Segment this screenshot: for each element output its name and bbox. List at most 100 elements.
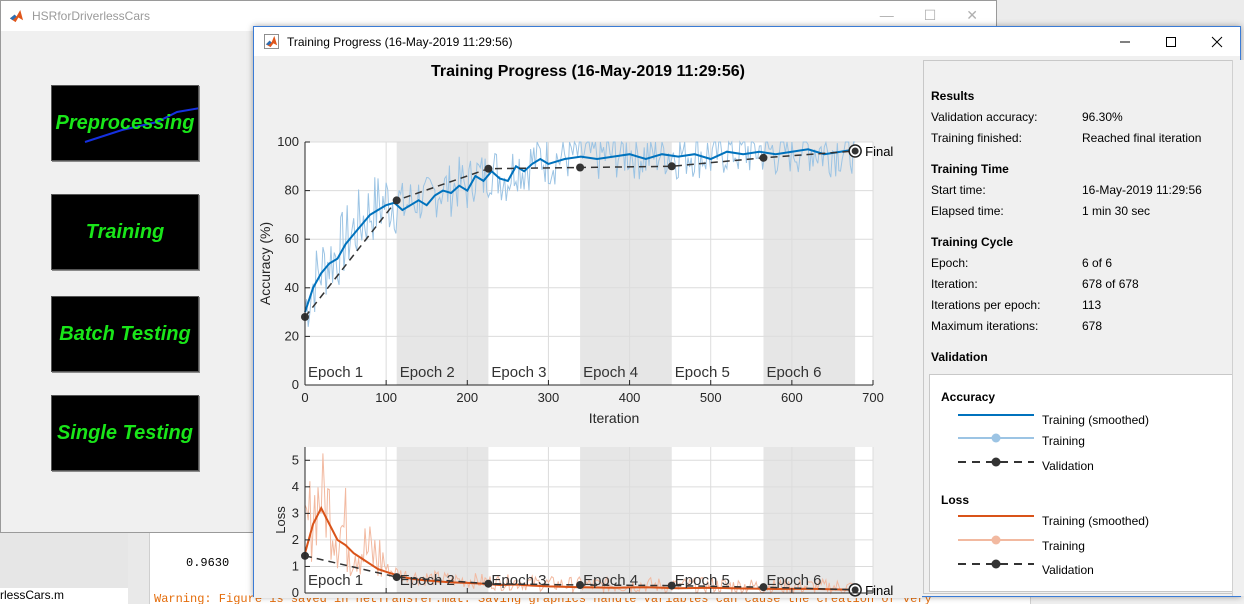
acc-epoch-label: Epoch 2: [400, 364, 455, 381]
training-window-title: Training Progress (16-May-2019 11:29:56): [287, 34, 513, 49]
acc-epoch-label: Epoch 1: [308, 364, 363, 381]
legend-acc-training-label: Training: [1042, 434, 1085, 448]
start-time-label: Start time:: [931, 183, 986, 197]
training-button[interactable]: Training: [51, 194, 199, 270]
acc-epoch-shade: [396, 142, 489, 385]
loss-y-tick-label: 4: [292, 479, 299, 494]
legend-loss-validation-line: [958, 559, 1034, 569]
training-finished-label: Training finished:: [931, 131, 1022, 145]
acc-y-axis-label: Accuracy (%): [257, 222, 273, 305]
acc-y-tick-label: 0: [292, 377, 299, 392]
minimize-icon[interactable]: —: [879, 7, 894, 23]
acc-smoothed-line: [304, 148, 856, 313]
elapsed-time-label: Elapsed time:: [931, 204, 1004, 218]
loss-epoch-shade: [763, 447, 856, 593]
minimize-icon: [1120, 41, 1130, 42]
training-finished-value: Reached final iteration: [1082, 131, 1202, 145]
loss-final-label: Final: [865, 583, 893, 598]
acc-epoch-shade: [580, 142, 672, 385]
current-file-name[interactable]: rlessCars.m: [0, 588, 128, 604]
acc-y-tick-label: 100: [277, 134, 299, 149]
maximum-iterations-value: 678: [1082, 319, 1103, 333]
acc-validation-point: [392, 196, 401, 205]
loss-y-axis-label: Loss: [273, 506, 288, 534]
close-button[interactable]: [1194, 27, 1240, 56]
preprocessing-button[interactable]: Preprocessing: [51, 85, 199, 161]
legend-loss-smoothed-line: [958, 515, 1034, 517]
single-testing-button[interactable]: Single Testing: [51, 395, 199, 471]
acc-x-tick-label: 300: [538, 390, 560, 405]
loss-epoch-label: Epoch 6: [766, 572, 821, 589]
loss-y-tick-label: 1: [292, 558, 299, 573]
training-charts: Final Epoch 1 Epoch 2 Epoch 3 Epoch 4 Epoch 5…: [257, 134, 893, 598]
legend-acc-smoothed-label: Training (smoothed): [1042, 413, 1149, 427]
loss-y-tick-label: 3: [292, 505, 299, 520]
scrollbar[interactable]: [1232, 60, 1244, 596]
acc-epoch-label: Epoch 3: [491, 364, 546, 381]
legend-loss-heading: Loss: [941, 493, 970, 507]
loss-validation-point: [392, 573, 401, 582]
training-cycle-heading: Training Cycle: [931, 235, 1014, 249]
acc-x-tick-label: 200: [456, 390, 478, 405]
acc-x-tick-label: 0: [301, 390, 308, 405]
loss-epoch-label: Epoch 1: [308, 572, 363, 589]
app-title: HSRforDriverlessCars: [32, 9, 151, 23]
acc-epoch-shade: [763, 142, 856, 385]
legend-loss-smoothed-label: Training (smoothed): [1042, 514, 1149, 528]
legend-acc-smoothed-line: [958, 414, 1034, 416]
acc-x-axis-label: Iteration: [589, 410, 640, 426]
acc-validation-point: [576, 163, 585, 172]
single-testing-label: Single Testing: [57, 421, 193, 444]
legend-loss-training-label: Training: [1042, 539, 1085, 553]
loss-validation-point: [484, 579, 493, 588]
matlab-icon: [264, 34, 279, 49]
acc-final-point: [851, 147, 859, 155]
acc-y-tick-label: 20: [285, 328, 299, 343]
start-time-value: 16-May-2019 11:29:56: [1082, 183, 1202, 197]
info-panel: Results Validation accuracy: 96.30% Trai…: [923, 60, 1237, 594]
acc-y-tick-label: 60: [285, 231, 299, 246]
acc-validation-point: [667, 162, 676, 171]
loss-y-tick-label: 0: [292, 585, 299, 598]
elapsed-time-value: 1 min 30 sec: [1082, 204, 1151, 218]
loss-final-point: [851, 586, 859, 594]
loss-validation-point: [667, 581, 676, 590]
iterations-per-epoch-label: Iterations per epoch:: [931, 298, 1041, 312]
iteration-label: Iteration:: [931, 277, 978, 291]
loss-epoch-label: Epoch 2: [400, 572, 455, 589]
acc-x-tick-label: 700: [862, 390, 884, 405]
iterations-per-epoch-value: 113: [1082, 298, 1102, 312]
legend-loss-training-line: [958, 535, 1034, 545]
legend-accuracy-heading: Accuracy: [941, 390, 996, 404]
loss-epoch-shade: [396, 447, 489, 593]
app-window-controls: — ☐ ✕: [880, 7, 978, 24]
acc-y-tick-label: 40: [285, 280, 299, 295]
acc-y-tick-label: 80: [285, 183, 299, 198]
legend-loss-validation-label: Validation: [1042, 563, 1094, 577]
training-window-controls: [1102, 27, 1240, 56]
validation-accuracy-value: 96.30%: [1082, 110, 1123, 124]
loss-epoch-shade: [580, 447, 672, 593]
acc-x-tick-label: 100: [375, 390, 397, 405]
minimize-button[interactable]: [1102, 27, 1148, 56]
loss-smoothed-line: [304, 505, 856, 591]
acc-validation-point: [484, 164, 493, 173]
epoch-label: Epoch:: [931, 256, 969, 270]
legend-acc-validation-label: Validation: [1042, 459, 1094, 473]
acc-epoch-label: Epoch 5: [675, 364, 730, 381]
training-progress-window: Training Progress (16-May-2019 11:29:56)…: [253, 26, 1241, 598]
loss-epoch-label: Epoch 5: [675, 572, 730, 589]
maximize-icon: [1166, 36, 1176, 47]
close-icon[interactable]: ✕: [966, 7, 978, 23]
loss-validation-point: [576, 581, 585, 590]
batch-testing-label: Batch Testing: [59, 322, 191, 345]
iteration-value: 678 of 678: [1082, 277, 1139, 291]
results-heading: Results: [931, 89, 975, 103]
maximize-button[interactable]: [1148, 27, 1194, 56]
maximize-icon[interactable]: ☐: [923, 7, 937, 23]
plot-title: Training Progress (16-May-2019 11:29:56): [431, 63, 745, 80]
acc-epoch-label: Epoch 6: [766, 364, 821, 381]
batch-testing-button[interactable]: Batch Testing: [51, 296, 199, 372]
maximum-iterations-label: Maximum iterations:: [931, 319, 1039, 333]
loss-epoch-label: Epoch 3: [491, 572, 546, 589]
